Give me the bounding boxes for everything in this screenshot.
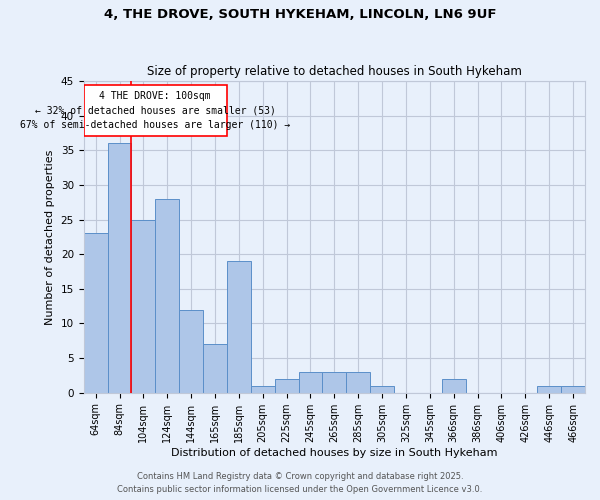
Bar bbox=[275, 379, 299, 392]
Bar bbox=[131, 220, 155, 392]
Bar bbox=[83, 234, 107, 392]
Bar bbox=[155, 199, 179, 392]
Bar bbox=[537, 386, 561, 392]
Bar bbox=[107, 144, 131, 392]
Bar bbox=[203, 344, 227, 393]
Text: 4, THE DROVE, SOUTH HYKEHAM, LINCOLN, LN6 9UF: 4, THE DROVE, SOUTH HYKEHAM, LINCOLN, LN… bbox=[104, 8, 496, 20]
Bar bbox=[442, 379, 466, 392]
Text: ← 32% of detached houses are smaller (53): ← 32% of detached houses are smaller (53… bbox=[35, 106, 276, 116]
Text: 4 THE DROVE: 100sqm: 4 THE DROVE: 100sqm bbox=[100, 91, 211, 101]
Bar bbox=[370, 386, 394, 392]
Bar bbox=[299, 372, 322, 392]
Text: 67% of semi-detached houses are larger (110) →: 67% of semi-detached houses are larger (… bbox=[20, 120, 290, 130]
Bar bbox=[561, 386, 585, 392]
Bar bbox=[179, 310, 203, 392]
Bar bbox=[227, 261, 251, 392]
Bar bbox=[322, 372, 346, 392]
Bar bbox=[251, 386, 275, 392]
Bar bbox=[346, 372, 370, 392]
Title: Size of property relative to detached houses in South Hykeham: Size of property relative to detached ho… bbox=[147, 66, 522, 78]
Y-axis label: Number of detached properties: Number of detached properties bbox=[45, 149, 55, 324]
X-axis label: Distribution of detached houses by size in South Hykeham: Distribution of detached houses by size … bbox=[171, 448, 497, 458]
Text: Contains HM Land Registry data © Crown copyright and database right 2025.
Contai: Contains HM Land Registry data © Crown c… bbox=[118, 472, 482, 494]
Bar bbox=[83, 84, 227, 136]
